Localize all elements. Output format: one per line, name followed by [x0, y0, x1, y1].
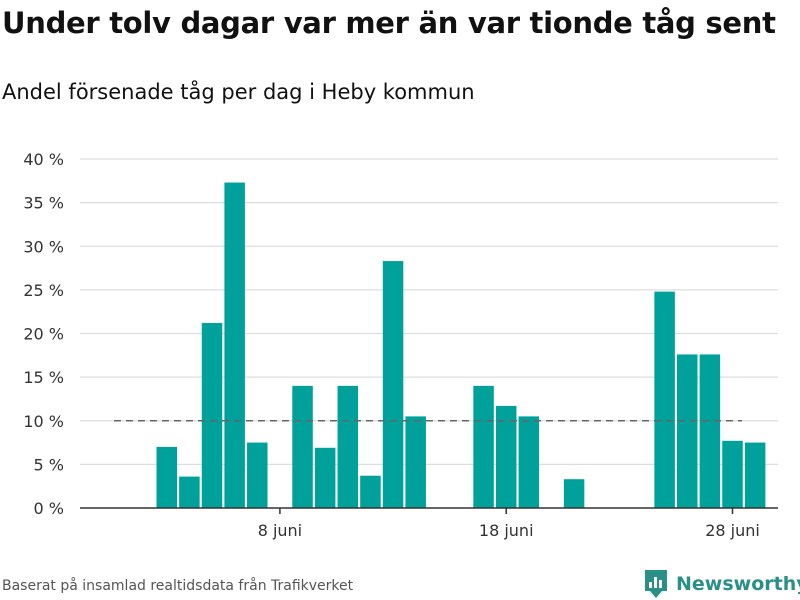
bar — [677, 354, 698, 508]
bar — [563, 479, 585, 508]
x-tick-label: 8 juni — [258, 521, 302, 540]
bar — [201, 323, 223, 508]
y-tick-label: 10 % — [23, 412, 64, 431]
bar — [337, 385, 359, 508]
bar-chart-logo-icon — [645, 570, 667, 598]
bar-chart: 0 % 5 % 10 % 15 % 20 % 25 % 30 % 35 % 40 % 8 jun… — [23, 150, 778, 540]
bar — [722, 440, 743, 508]
chart-subtitle: Andel försenade tåg per dag i Heby kommu… — [2, 80, 475, 104]
bar — [179, 476, 200, 508]
bar-series — [156, 182, 766, 508]
bar — [314, 447, 336, 508]
y-tick-label: 35 % — [23, 194, 64, 213]
bar — [224, 182, 245, 508]
bar — [518, 416, 540, 508]
bar — [495, 405, 517, 508]
y-axis: 0 % 5 % 10 % 15 % 20 % 25 % 30 % 35 % 40 % — [23, 150, 64, 518]
y-tick-label: 0 % — [34, 499, 64, 518]
brand-logo: Newsworthy — [644, 568, 800, 600]
chart-title: Under tolv dagar var mer än var tionde t… — [2, 6, 776, 40]
y-tick-label: 40 % — [23, 150, 64, 169]
bar — [473, 385, 494, 508]
y-tick-label: 30 % — [23, 237, 64, 256]
x-tick-label: 28 juni — [705, 521, 760, 540]
bar — [156, 446, 178, 508]
x-axis: 8 juni 18 juni 28 juni — [80, 507, 778, 540]
brand-name: Newsworthy — [676, 573, 800, 595]
y-tick-label: 20 % — [23, 325, 64, 344]
bar — [654, 291, 675, 508]
bar — [360, 475, 381, 508]
bar — [382, 261, 404, 508]
y-tick-label: 5 % — [34, 455, 64, 474]
bar — [405, 416, 426, 508]
bar — [699, 354, 721, 508]
x-tick-label: 18 juni — [479, 521, 534, 540]
y-tick-label: 15 % — [23, 368, 64, 387]
y-tick-label: 25 % — [23, 281, 64, 300]
bar — [247, 442, 268, 508]
bar — [744, 442, 766, 508]
bar — [292, 385, 313, 508]
source-note: Baserat på insamlad realtidsdata från Tr… — [2, 578, 354, 594]
